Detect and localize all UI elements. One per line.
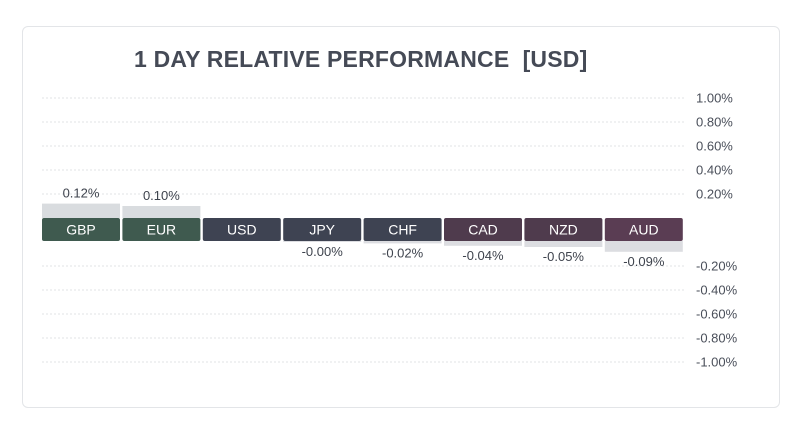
chart-title: 1 DAY RELATIVE PERFORMANCE [USD]	[134, 46, 588, 72]
tick-label: 0.40%	[696, 163, 733, 178]
tick-label: -0.60%	[696, 307, 738, 322]
bar-nzd	[524, 241, 603, 247]
currency-label: NZD	[549, 222, 578, 238]
value-label: -0.09%	[623, 254, 665, 269]
tick-label: -0.40%	[696, 283, 738, 298]
value-label: 0.10%	[143, 188, 180, 203]
value-labels: 0.12% 0.10% -0.00% -0.02% -0.04% -0.05% -0.09%	[63, 186, 665, 269]
value-label: -0.00%	[302, 244, 344, 259]
tick-label: -0.20%	[696, 259, 738, 274]
tick-label: -1.00%	[696, 355, 738, 370]
currency-tile-usd[interactable]	[202, 218, 281, 241]
value-label: -0.05%	[543, 249, 585, 264]
bar-chf	[363, 241, 442, 244]
bar-jpy	[283, 241, 362, 242]
currency-tile-chf[interactable]	[363, 218, 442, 241]
currency-label: CAD	[468, 222, 498, 238]
currency-label: JPY	[309, 222, 335, 238]
tick-label: 0.20%	[696, 187, 733, 202]
currency-label: CHF	[388, 222, 417, 238]
value-label: 0.12%	[63, 186, 100, 201]
value-label: -0.04%	[462, 248, 504, 263]
grid-lines	[42, 97, 684, 363]
bar-cad	[444, 241, 522, 246]
currency-tile-aud[interactable]	[604, 218, 683, 241]
currency-tile-cad[interactable]	[444, 218, 522, 241]
currency-label: GBP	[66, 222, 96, 238]
tick-label: 1.00%	[696, 91, 733, 106]
bar-gbp	[42, 203, 120, 218]
tick-label: 0.60%	[696, 139, 733, 154]
tick-label: -0.80%	[696, 331, 738, 346]
currency-label: AUD	[629, 222, 659, 238]
value-bars	[42, 203, 683, 252]
currency-tiles: GBP EUR USD JPY CHF CAD NZD AUD	[42, 218, 683, 241]
value-label: -0.02%	[382, 245, 424, 260]
currency-tile-nzd[interactable]	[524, 218, 603, 241]
axis-ticks: 1.00% 0.80% 0.60% 0.40% 0.20% -0.20% -0.40% -0.…	[696, 91, 738, 370]
currency-tile-jpy[interactable]	[283, 218, 362, 241]
bar-eur	[122, 206, 201, 218]
currency-tile-eur[interactable]	[122, 218, 201, 241]
bar-aud	[604, 241, 683, 252]
currency-label: USD	[227, 222, 257, 238]
tick-label: 0.80%	[696, 115, 733, 130]
currency-tile-gbp[interactable]	[42, 218, 120, 241]
currency-label: EUR	[147, 222, 177, 238]
